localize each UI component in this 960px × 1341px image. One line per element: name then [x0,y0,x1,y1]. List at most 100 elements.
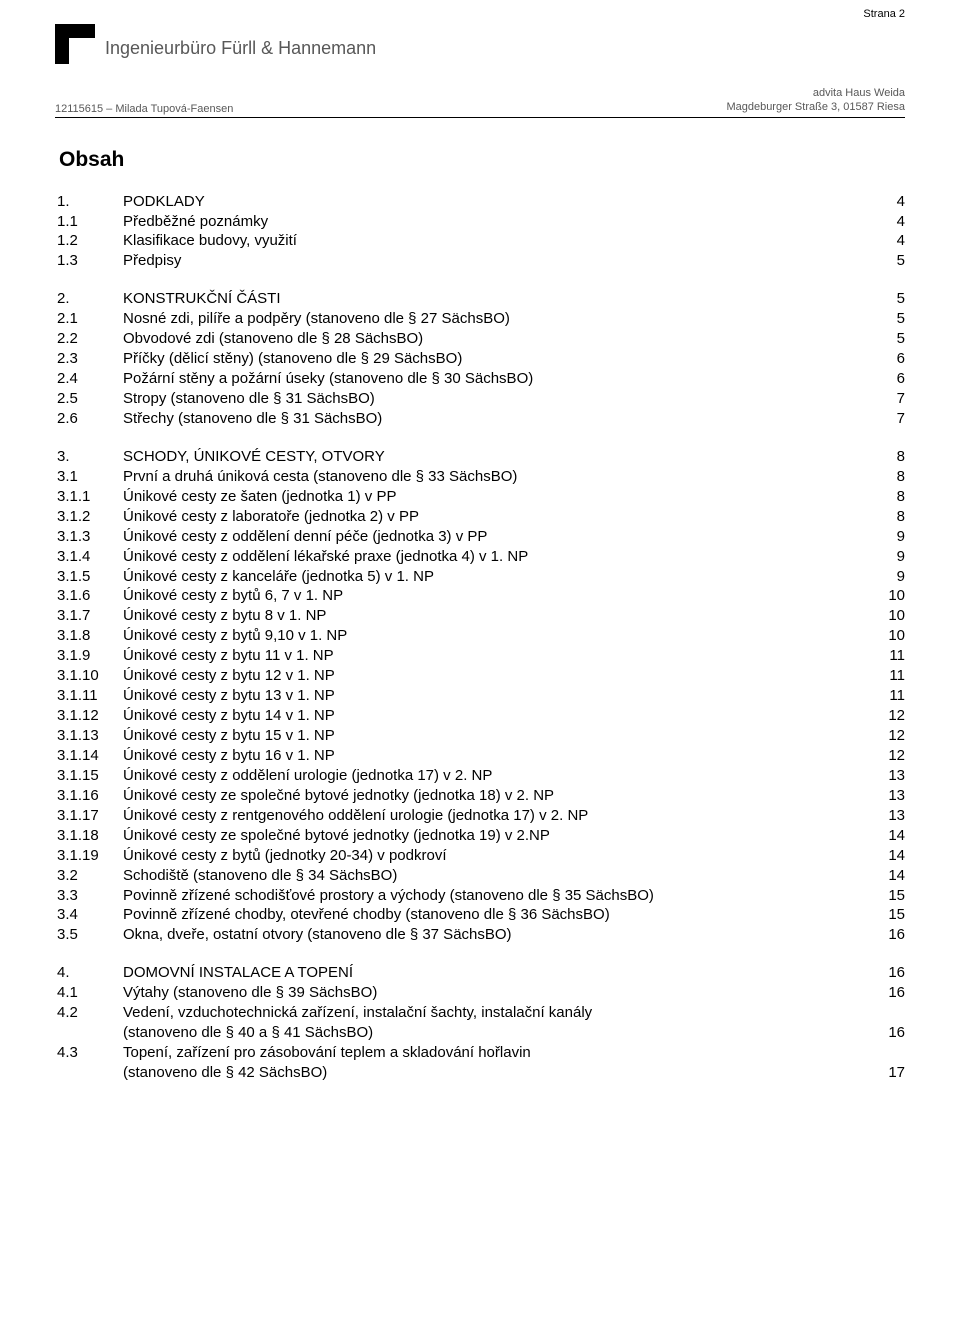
toc-entry-title: Schodiště (stanoveno dle § 34 SächsBO) [123,866,397,886]
toc-entry-number: 2.3 [55,349,123,369]
toc-entry: 1.1Předběžné poznámky4 [55,212,905,232]
toc-entry: 3.1.6Únikové cesty z bytů 6, 7 v 1. NP 10 [55,586,905,606]
toc-entry: 4.3Topení, zařízení pro zásobování teple… [55,1043,905,1063]
toc-entry-page: 9 [883,547,905,567]
toc-entry-title: Únikové cesty z oddělení denní péče (jed… [123,527,487,547]
toc-entry-page: 9 [883,567,905,587]
toc-entry-number: 3.4 [55,905,123,925]
toc-entry-page: 9 [883,527,905,547]
toc-entry-number: 3.1.18 [55,826,123,846]
toc-entry-page: 12 [883,746,905,766]
toc-entry-number: 2.5 [55,389,123,409]
toc-entry: 1.PODKLADY4 [55,192,905,212]
toc-entry-title: Únikové cesty z bytů 6, 7 v 1. NP [123,586,343,606]
toc-entry-page: 10 [883,626,905,646]
toc-entry-title: Střechy (stanoveno dle § 31 SächsBO) [123,409,382,429]
toc-entry-number: 3.1.12 [55,706,123,726]
toc-entry: 3.1.11Únikové cesty z bytu 13 v 1. NP11 [55,686,905,706]
toc-entry-page: 6 [883,369,905,389]
toc-entry: 3.1.12Únikové cesty z bytu 14 v 1. NP12 [55,706,905,726]
toc-entry: 3.1.8Únikové cesty z bytů 9,10 v 1. NP10 [55,626,905,646]
toc-entry-title: Příčky (dělicí stěny) (stanoveno dle § 2… [123,349,462,369]
toc-entry-title: SCHODY, ÚNIKOVÉ CESTY, OTVORY [123,447,385,467]
toc-entry: 3.3Povinně zřízené schodišťové prostory … [55,886,905,906]
page-number: Strana 2 [863,8,905,20]
toc-entry-page: 8 [883,487,905,507]
toc-entry-title: První a druhá úniková cesta (stanoveno d… [123,467,517,487]
toc-entry-number: 3.1.6 [55,586,123,606]
toc-entry-page: 16 [883,963,905,983]
firm-name: Ingenieurbüro Fürll & Hannemann [105,38,376,59]
toc-entry-number: 3.5 [55,925,123,945]
toc-entry: 3.1.5Únikové cesty z kanceláře (jednotka… [55,567,905,587]
toc-entry-number: 1. [55,192,123,212]
toc-entry-page: 10 [883,586,905,606]
toc-entry-page: 13 [883,766,905,786]
toc-entry-number: 3.1.5 [55,567,123,587]
toc-entry-number: 2.4 [55,369,123,389]
toc-entry: 3.1.9Únikové cesty z bytu 11 v 1. NP11 [55,646,905,666]
toc-entry-number: 4.1 [55,983,123,1003]
toc-entry-number: 2.1 [55,309,123,329]
toc-entry-number: 1.2 [55,231,123,251]
toc-entry-number: 2. [55,289,123,309]
toc-entry-page: 8 [883,467,905,487]
toc-entry: 2.5Stropy (stanoveno dle § 31 SächsBO)7 [55,389,905,409]
toc-entry-title: Únikové cesty ze šaten (jednotka 1) v PP [123,487,396,507]
subheader: 12115615 – Milada Tupová-Faensen advita … [55,86,905,118]
toc-entry-number: 3.1.16 [55,786,123,806]
toc-entry-title: Únikové cesty z oddělení urologie (jedno… [123,766,492,786]
client-line-1: advita Haus Weida [726,86,905,100]
client-line-2: Magdeburger Straße 3, 01587 Riesa [726,100,905,114]
letterhead: Ingenieurbüro Fürll & Hannemann [55,24,905,64]
toc-entry-page: 11 [883,686,905,706]
toc-entry: 3.2Schodiště (stanoveno dle § 34 SächsBO… [55,866,905,886]
toc-entry-page: 16 [883,925,905,945]
toc-entry-number: 3.1.17 [55,806,123,826]
toc-entry: 4.DOMOVNÍ INSTALACE A TOPENÍ16 [55,963,905,983]
toc-entry: 3.1.14Únikové cesty z bytu 16 v 1. NP12 [55,746,905,766]
toc-entry-page: 11 [883,646,905,666]
toc-entry-page: 8 [883,507,905,527]
toc-entry-page: 14 [883,846,905,866]
toc-entry: 2.6Střechy (stanoveno dle § 31 SächsBO)7 [55,409,905,429]
toc-entry-number: 3.1.13 [55,726,123,746]
toc-entry: 3.4Povinně zřízené chodby, otevřené chod… [55,905,905,925]
toc-entry-title: Únikové cesty z bytů (jednotky 20-34) v … [123,846,446,866]
toc-entry-title: Únikové cesty z bytu 11 v 1. NP [123,646,334,666]
toc-entry-number: 1.3 [55,251,123,271]
toc-entry-title: Únikové cesty z bytu 8 v 1. NP [123,606,326,626]
toc-entry-page: 13 [883,806,905,826]
toc-entry-cont: (stanoveno dle § 40 a § 41 SächsBO)16 [55,1023,905,1043]
toc-entry-page: 4 [883,231,905,251]
toc-entry-page: 5 [883,309,905,329]
toc-entry: 1.3Předpisy5 [55,251,905,271]
toc-entry-number: 2.2 [55,329,123,349]
toc-entry-number: 4. [55,963,123,983]
toc-entry-title: Požární stěny a požární úseky (stanoveno… [123,369,533,389]
toc-entry-number: 3.1.15 [55,766,123,786]
toc-entry-page: 15 [883,905,905,925]
page: Strana 2 Ingenieurbüro Fürll & Hannemann… [0,0,960,1123]
toc-entry-title: Nosné zdi, pilíře a podpěry (stanoveno d… [123,309,510,329]
toc-entry-number: 3.1.1 [55,487,123,507]
toc-entry-title: Únikové cesty z laboratoře (jednotka 2) … [123,507,419,527]
toc-entry-page: 14 [883,826,905,846]
toc-entry-title: Únikové cesty ze společné bytové jednotk… [123,786,554,806]
toc-entry-number: 3.1.4 [55,547,123,567]
toc-entry-title: Klasifikace budovy, využití [123,231,297,251]
toc-entry-page: 14 [883,866,905,886]
toc-entry-number: 3.1.8 [55,626,123,646]
toc-entry-title: Obvodové zdi (stanoveno dle § 28 SächsBO… [123,329,423,349]
toc-entry: 3.1.4Únikové cesty z oddělení lékařské p… [55,547,905,567]
toc-entry: 3.1.17Únikové cesty z rentgenového odděl… [55,806,905,826]
toc-entry: 2.3Příčky (dělicí stěny) (stanoveno dle … [55,349,905,369]
toc-entry: 2.2Obvodové zdi (stanoveno dle § 28 Säch… [55,329,905,349]
toc-entry-title: Povinně zřízené chodby, otevřené chodby … [123,905,610,925]
toc-entry-title: KONSTRUKČNÍ ČÁSTI [123,289,281,309]
toc-entry-title: Povinně zřízené schodišťové prostory a v… [123,886,654,906]
toc-entry: 3.1.19Únikové cesty z bytů (jednotky 20-… [55,846,905,866]
toc-entry-title: Topení, zařízení pro zásobování teplem a… [123,1043,531,1063]
toc-entry: 3.SCHODY, ÚNIKOVÉ CESTY, OTVORY8 [55,447,905,467]
toc-entry: 3.1.13Únikové cesty z bytu 15 v 1. NP12 [55,726,905,746]
